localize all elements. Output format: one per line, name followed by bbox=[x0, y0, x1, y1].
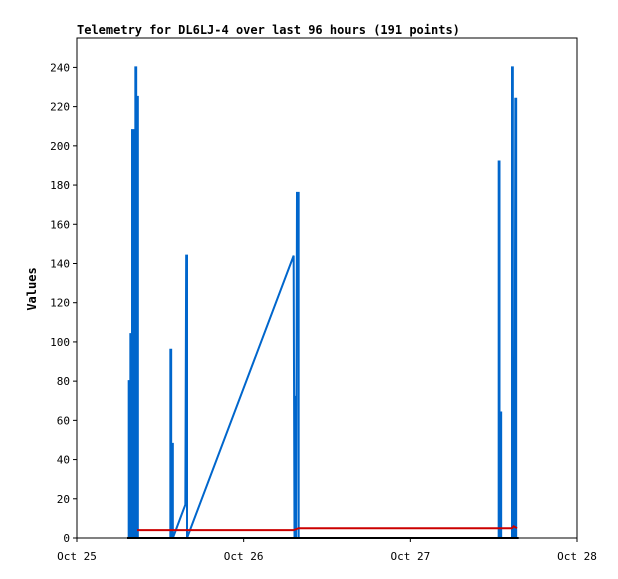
y-tick-label: 20 bbox=[57, 493, 70, 506]
x-tick-label: Oct 25 bbox=[57, 550, 97, 563]
x-tick-label: Oct 28 bbox=[557, 550, 597, 563]
y-tick-label: 240 bbox=[50, 61, 70, 74]
y-tick-label: 220 bbox=[50, 101, 70, 114]
y-tick-label: 120 bbox=[50, 297, 70, 310]
y-tick-label: 160 bbox=[50, 218, 70, 231]
x-tick-label: Oct 27 bbox=[390, 550, 430, 563]
chart-title: Telemetry for DL6LJ-4 over last 96 hours… bbox=[77, 23, 460, 37]
y-axis-label: Values bbox=[25, 267, 39, 310]
x-tick-label: Oct 26 bbox=[224, 550, 264, 563]
y-tick-label: 180 bbox=[50, 179, 70, 192]
y-axis: 0 20 40 60 80 100 120 140 160 180 200 220 240 bbox=[50, 61, 77, 545]
y-tick-label: 140 bbox=[50, 257, 70, 270]
y-tick-label: 40 bbox=[57, 454, 70, 467]
series-group bbox=[127, 66, 519, 539]
x-axis: Oct 25 Oct 26 Oct 27 Oct 28 bbox=[57, 538, 597, 563]
y-tick-label: 60 bbox=[57, 414, 70, 427]
y-tick-label: 0 bbox=[63, 532, 70, 545]
y-tick-label: 80 bbox=[57, 375, 70, 388]
series-line-2 bbox=[137, 524, 518, 532]
y-tick-label: 100 bbox=[50, 336, 70, 349]
y-tick-label: 200 bbox=[50, 140, 70, 153]
plot-area bbox=[76, 37, 578, 539]
